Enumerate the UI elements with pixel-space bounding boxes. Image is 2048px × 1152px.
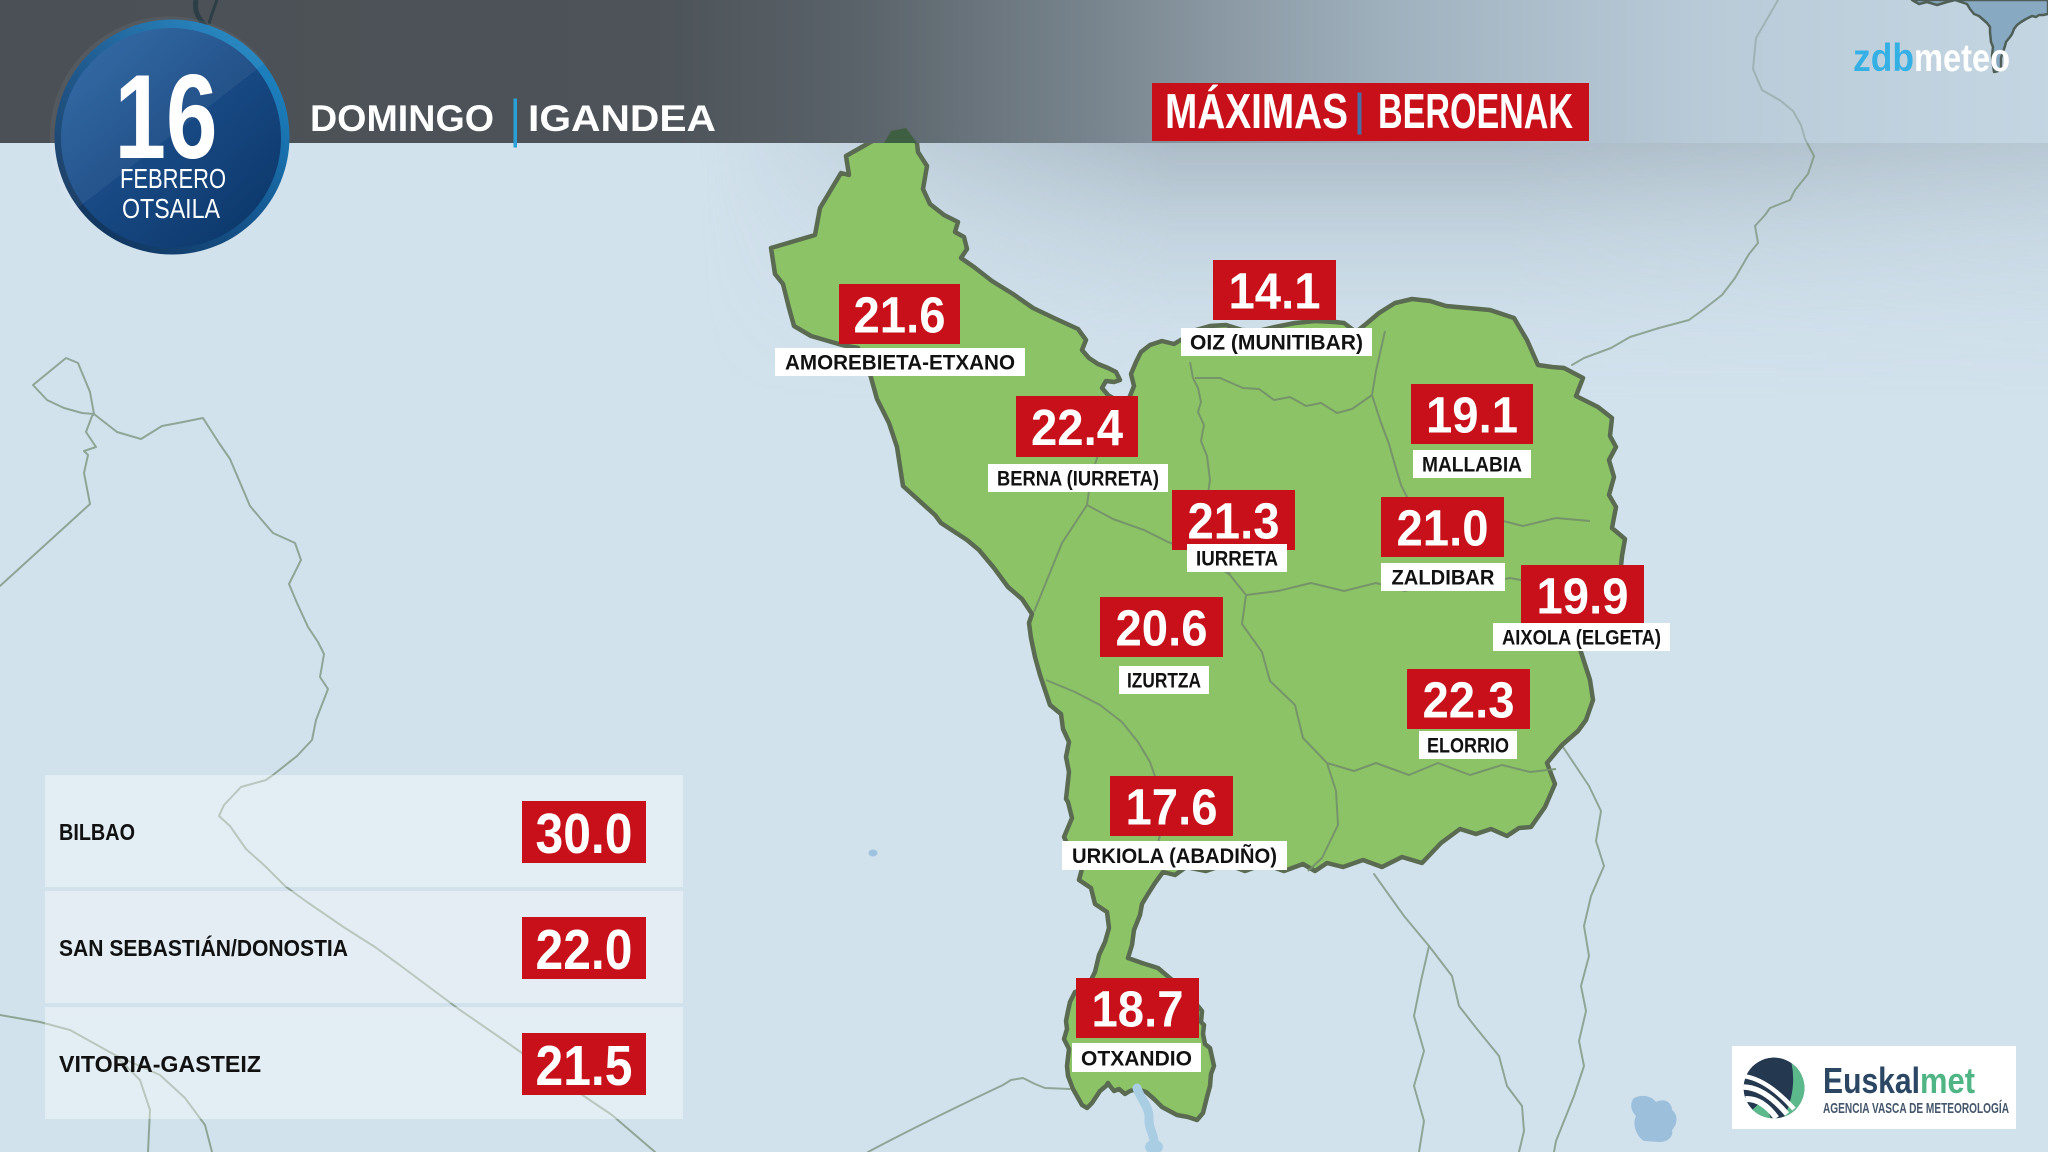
svg-text:VITORIA-GASTEIZ: VITORIA-GASTEIZ [59, 1051, 261, 1077]
svg-text:30.0: 30.0 [536, 802, 633, 866]
svg-text:OTSAILA: OTSAILA [122, 193, 220, 224]
svg-text:18.7: 18.7 [1092, 981, 1184, 1038]
svg-text:FEBRERO: FEBRERO [120, 163, 226, 194]
svg-text:22.4: 22.4 [1031, 399, 1124, 456]
svg-text:21.3: 21.3 [1188, 493, 1280, 550]
svg-text:21.6: 21.6 [854, 287, 946, 344]
svg-text:URKIOLA (ABADIÑO): URKIOLA (ABADIÑO) [1072, 845, 1277, 868]
svg-text:16: 16 [115, 50, 218, 184]
svg-text:BILBAO: BILBAO [59, 819, 135, 845]
svg-text:MÁXIMAS: MÁXIMAS [1165, 85, 1348, 139]
svg-text:OIZ (MUNITIBAR): OIZ (MUNITIBAR) [1190, 332, 1363, 355]
svg-text:ELORRIO: ELORRIO [1427, 735, 1509, 758]
svg-text:21.0: 21.0 [1397, 500, 1489, 557]
svg-text:19.9: 19.9 [1537, 568, 1629, 625]
svg-text:met: met [1920, 1060, 1975, 1101]
svg-text:MALLABIA: MALLABIA [1422, 454, 1522, 477]
svg-text:AIXOLA (ELGETA): AIXOLA (ELGETA) [1502, 627, 1661, 650]
svg-text:IGANDEA: IGANDEA [528, 98, 716, 139]
svg-text:Euskal: Euskal [1823, 1060, 1920, 1101]
svg-text:IZURTZA: IZURTZA [1127, 670, 1201, 693]
svg-text:zdb: zdb [1853, 37, 1914, 80]
svg-text:AGENCIA VASCA DE METEOROLOGÍA: AGENCIA VASCA DE METEOROLOGÍA [1823, 1100, 2009, 1117]
svg-text:SAN SEBASTIÁN/DONOSTIA: SAN SEBASTIÁN/DONOSTIA [59, 934, 348, 961]
svg-text:22.3: 22.3 [1423, 672, 1515, 729]
svg-text:OTXANDIO: OTXANDIO [1081, 1048, 1192, 1071]
svg-text:ZALDIBAR: ZALDIBAR [1392, 567, 1495, 590]
svg-text:19.1: 19.1 [1426, 387, 1518, 444]
svg-text:BERNA (IURRETA): BERNA (IURRETA) [997, 468, 1159, 491]
svg-text:IURRETA: IURRETA [1196, 548, 1278, 571]
svg-text:14.1: 14.1 [1229, 263, 1321, 320]
svg-text:21.5: 21.5 [536, 1034, 633, 1098]
svg-text:meteo: meteo [1914, 37, 2010, 80]
svg-text:BEROENAK: BEROENAK [1378, 85, 1573, 139]
svg-text:20.6: 20.6 [1116, 600, 1208, 657]
svg-text:17.6: 17.6 [1126, 779, 1218, 836]
svg-text:AMOREBIETA-ETXANO: AMOREBIETA-ETXANO [785, 352, 1015, 375]
svg-text:DOMINGO: DOMINGO [310, 98, 494, 139]
svg-text:22.0: 22.0 [536, 918, 633, 982]
